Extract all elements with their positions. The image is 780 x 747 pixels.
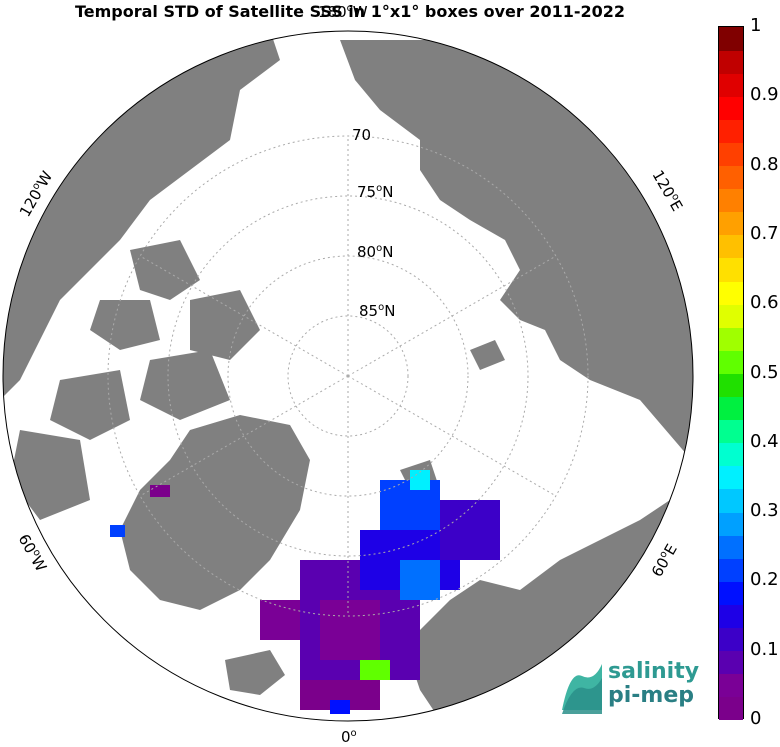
lat-label-70: 70	[352, 126, 371, 144]
colorbar-cell	[719, 373, 743, 398]
lat-label-80: 80oN	[357, 243, 393, 261]
salinity-pi-mep-logo: salinity pi-mep	[560, 660, 710, 720]
map-boundary	[2, 30, 694, 722]
colorbar-tick-label: 0.7	[750, 222, 779, 244]
colorbar-cell	[719, 142, 743, 167]
logo-text-salinity: salinity	[608, 659, 700, 684]
lon-label-0: 0o	[341, 728, 357, 746]
colorbar-cell	[719, 73, 743, 97]
colorbar-tick-label: 0.3	[750, 500, 779, 522]
colorbar-cell	[719, 258, 743, 282]
map-title: Temporal STD of Satellite SSS in 1°x1° b…	[74, 2, 626, 21]
colorbar-tick-label: 1	[750, 15, 762, 36]
logo-wave-icon	[562, 664, 602, 714]
logo-text-pi-mep: pi-mep	[608, 683, 695, 708]
colorbar-cell	[719, 650, 743, 675]
colorbar-tick-label: 0.6	[750, 292, 779, 314]
colorbar-cell	[719, 396, 743, 421]
colorbar-cell	[719, 50, 743, 74]
colorbar-cell	[719, 696, 743, 721]
colorbar-tick-label: 0.8	[750, 153, 779, 175]
colorbar-cell	[719, 604, 743, 629]
colorbar-cell	[719, 489, 743, 513]
lon-label-60e: 60oE	[648, 541, 681, 580]
colorbar-cell	[719, 281, 743, 305]
colorbar-tick-label: 0.1	[750, 638, 779, 660]
graticule	[107, 135, 589, 617]
colorbar-tick-label: 0.9	[750, 84, 779, 106]
colorbar-cell	[719, 304, 743, 328]
colorbar-cell	[719, 627, 743, 652]
colorbar-cell	[719, 327, 743, 351]
colorbar-cell	[719, 119, 743, 143]
colorbar-cell	[719, 27, 743, 51]
colorbar-cell	[719, 96, 743, 120]
colorbar-cell	[719, 673, 743, 698]
lat-label-85: 85oN	[359, 302, 395, 320]
colorbar-tick-label: 0.4	[750, 430, 779, 452]
colorbar-cell	[719, 188, 743, 213]
colorbar-cell	[719, 234, 743, 259]
lon-label-120e: 120oE	[649, 167, 687, 214]
lon-label-180w: 180oW	[318, 3, 368, 21]
colorbar-tick-label: 0	[750, 708, 762, 729]
colorbar-cell	[719, 442, 743, 467]
colorbar-cell	[719, 512, 743, 536]
colorbar-cell	[719, 581, 743, 605]
colorbar	[718, 26, 744, 721]
sss-std-cells	[110, 470, 500, 714]
lat-label-75: 75oN	[357, 183, 393, 201]
colorbar-tick-label: 0.2	[750, 569, 779, 591]
colorbar-cell	[719, 350, 743, 374]
colorbar-cell	[719, 165, 743, 190]
colorbar-cell	[719, 211, 743, 236]
lon-label-60w: 60oW	[15, 531, 51, 575]
colorbar-cell	[719, 419, 743, 444]
colorbar-cell	[719, 535, 743, 559]
colorbar-tick-label: 0.5	[750, 361, 779, 383]
colorbar-cell	[719, 558, 743, 582]
colorbar-cell	[719, 465, 743, 490]
